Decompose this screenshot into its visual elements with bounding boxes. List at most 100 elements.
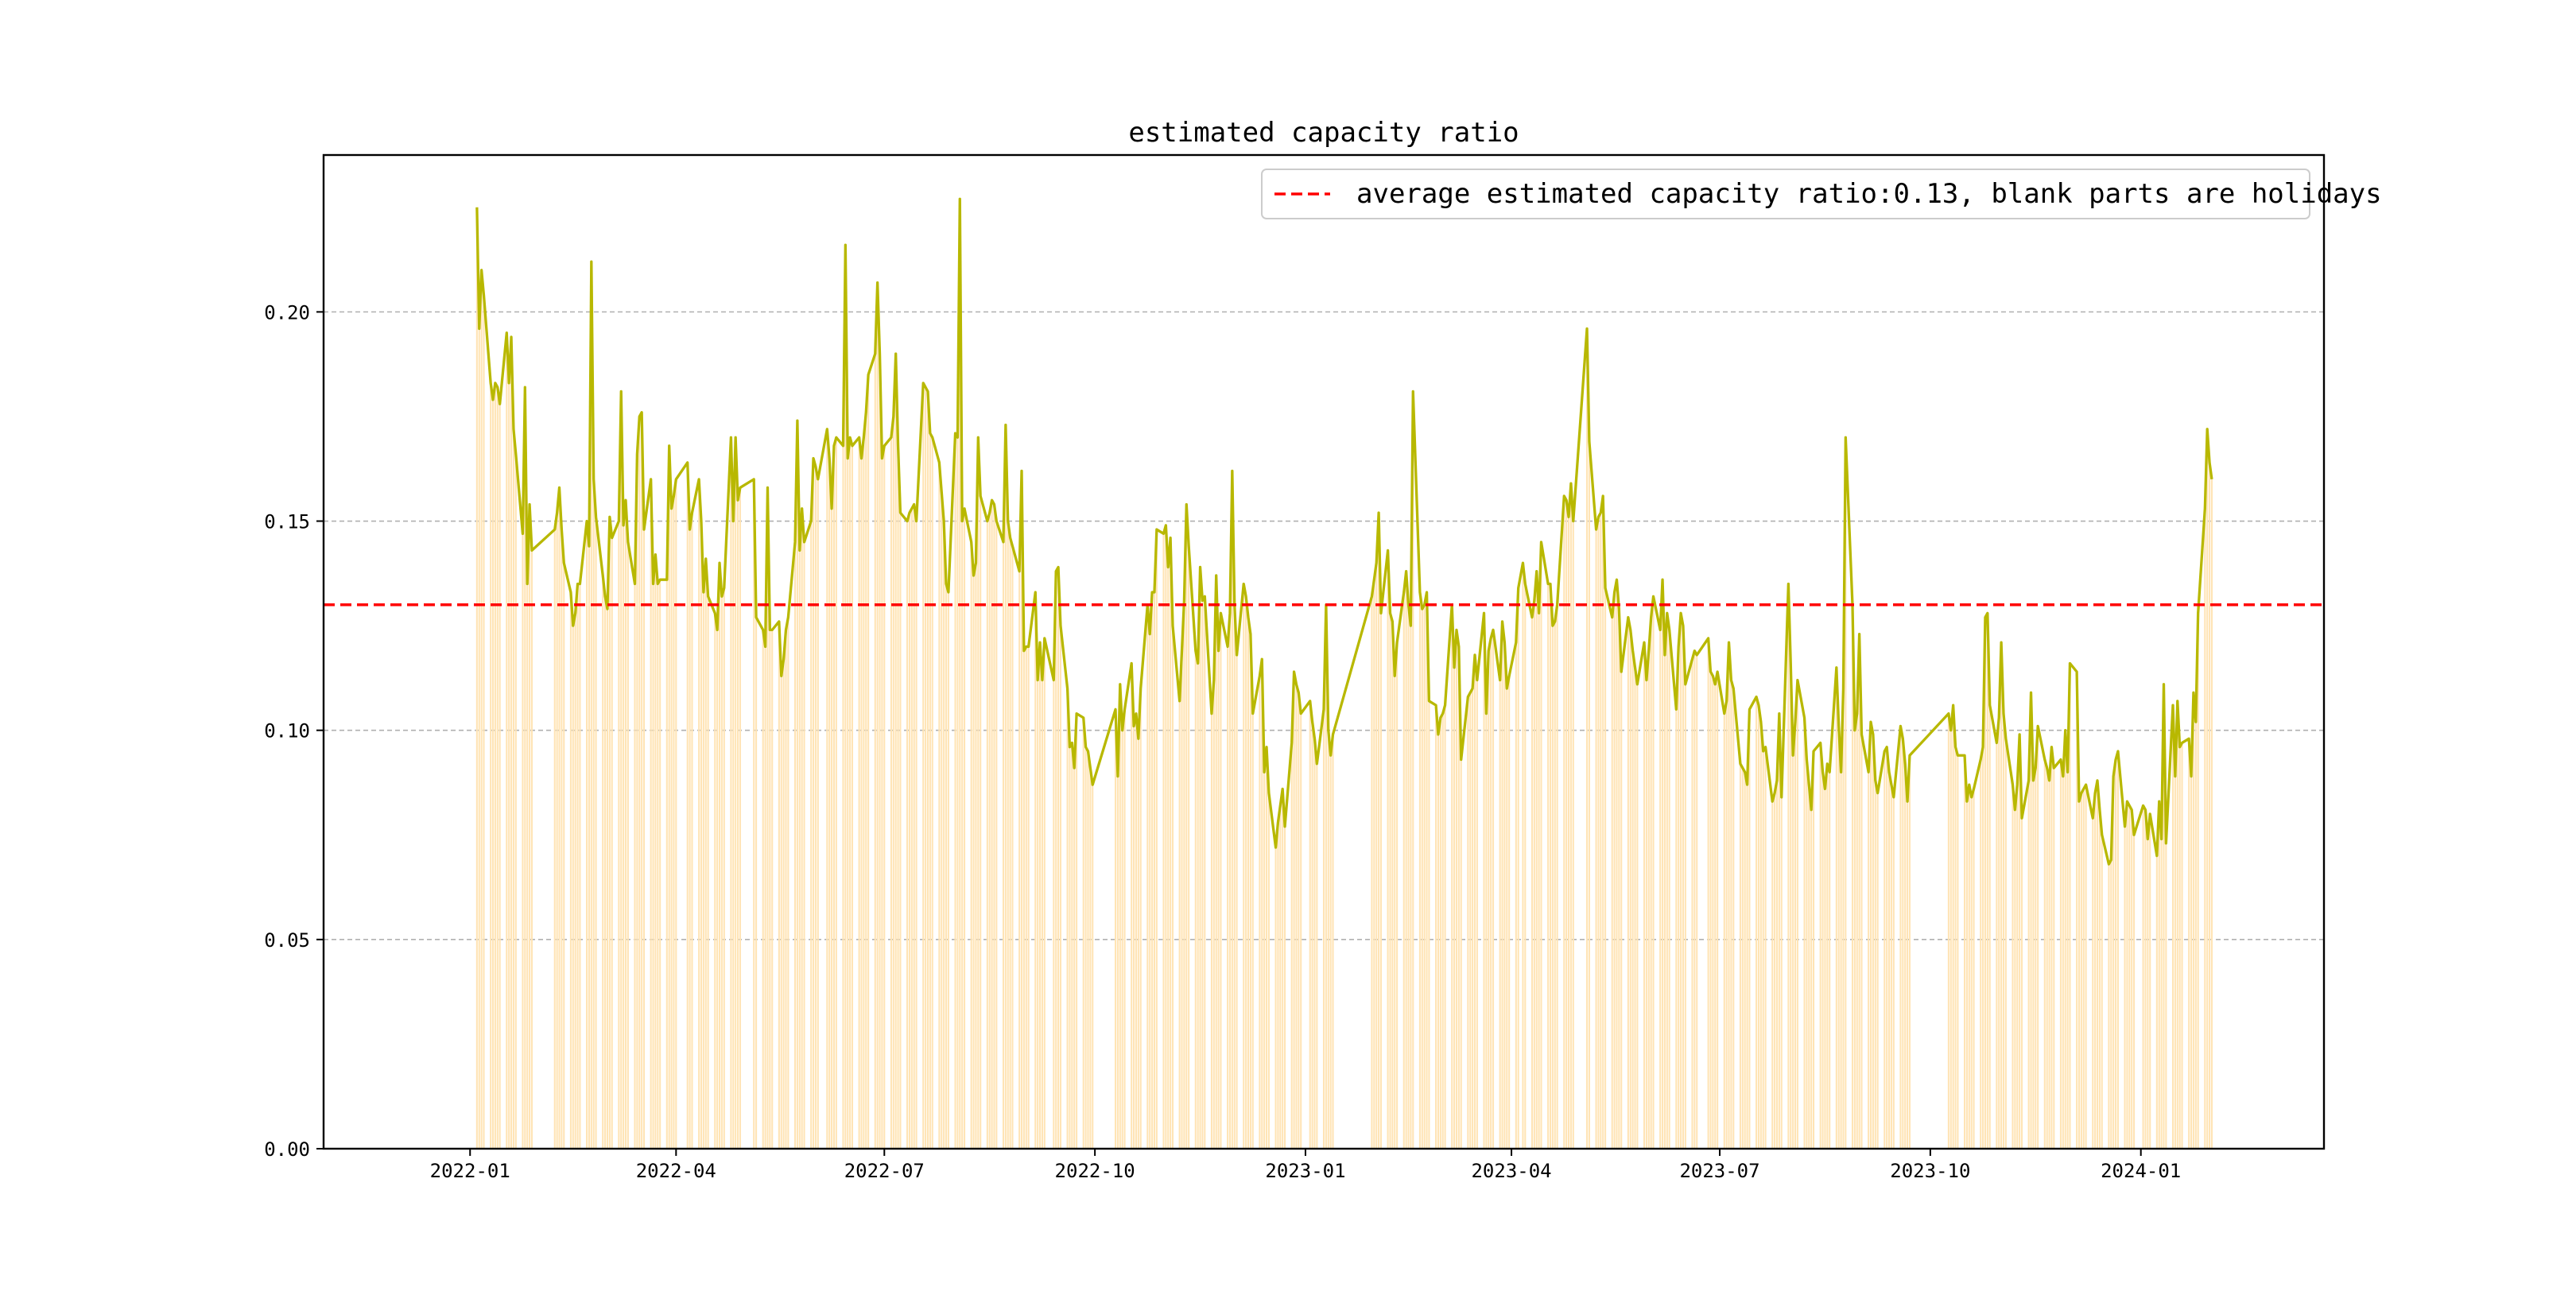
x-tick-label: 2022-07: [844, 1160, 925, 1182]
capacity-bar: [2037, 726, 2039, 1149]
capacity-bar: [1055, 571, 1057, 1149]
capacity-bar: [796, 421, 798, 1149]
legend: average estimated capacity ratio:0.13, b…: [1261, 169, 2382, 219]
capacity-bar: [1569, 483, 1572, 1149]
capacity-bar: [2204, 508, 2206, 1149]
capacity-bar: [1965, 801, 1968, 1149]
capacity-bar: [959, 199, 961, 1149]
capacity-bar: [2062, 776, 2064, 1149]
capacity-bar: [1634, 667, 1636, 1149]
capacity-bar: [863, 437, 865, 1149]
capacity-bar: [1227, 646, 1229, 1149]
capacity-bar: [1167, 567, 1170, 1149]
capacity-bar: [1869, 722, 1872, 1149]
capacity-bar: [988, 513, 991, 1149]
capacity-bar: [2035, 768, 2037, 1149]
capacity-bar: [1739, 763, 1741, 1149]
capacity-bar: [707, 596, 709, 1149]
capacity-bar: [1332, 734, 1334, 1149]
capacity-bar: [634, 583, 636, 1149]
capacity-bar: [1659, 630, 1662, 1149]
capacity-bar: [1774, 793, 1776, 1149]
capacity-bar: [954, 433, 956, 1149]
capacity-bar: [1327, 730, 1329, 1149]
y-tick-label: 0.00: [264, 1138, 310, 1161]
capacity-bar: [1860, 734, 1863, 1149]
capacity-ratio-line: [475, 197, 2213, 866]
capacity-bar: [1668, 630, 1670, 1149]
capacity-bar: [475, 207, 478, 1149]
capacity-bar: [1744, 772, 1746, 1149]
capacity-bar: [945, 583, 948, 1149]
capacity-bar: [1835, 667, 1837, 1149]
x-tick-label: 2023-04: [1471, 1160, 1551, 1182]
capacity-bar: [1412, 391, 1414, 1149]
capacity-bar: [1428, 700, 1430, 1149]
capacity-bar: [2077, 801, 2081, 1149]
capacity-bar: [1089, 768, 1092, 1149]
capacity-bar: [860, 458, 863, 1149]
capacity-bar: [1746, 785, 1748, 1149]
capacity-bar: [814, 467, 817, 1149]
capacity-bar: [1251, 713, 1254, 1149]
capacity-bar: [2066, 772, 2069, 1149]
capacity-bar: [894, 354, 897, 1149]
capacity-bar: [1375, 563, 1378, 1149]
capacity-bar: [1116, 776, 1119, 1149]
capacity-bar: [2092, 818, 2094, 1149]
capacity-bar: [1717, 672, 1719, 1149]
capacity-bar: [1467, 696, 1469, 1149]
capacity-bar: [1970, 797, 1973, 1149]
capacity-bar: [2002, 713, 2005, 1149]
capacity-bar: [1524, 583, 1527, 1149]
capacity-bar: [1675, 709, 1678, 1149]
capacity-bar: [947, 592, 949, 1149]
capacity-bar: [1748, 709, 1751, 1149]
capacity-bar: [569, 592, 572, 1149]
capacity-bar: [2030, 692, 2032, 1149]
capacity-bar: [1265, 746, 1268, 1149]
capacity-bar: [652, 583, 654, 1149]
capacity-bar: [2108, 864, 2110, 1149]
capacity-bar: [1984, 617, 1986, 1149]
capacity-bar: [1627, 617, 1629, 1149]
capacity-bar: [579, 583, 581, 1149]
y-tick-label: 0.15: [264, 511, 310, 533]
capacity-bar: [730, 437, 732, 1149]
capacity-bar: [2043, 759, 2046, 1149]
capacity-bar: [782, 659, 785, 1149]
capacity-bar: [1243, 583, 1245, 1149]
capacity-bar: [826, 428, 828, 1149]
capacity-bar: [510, 336, 513, 1149]
capacity-bar: [1551, 626, 1554, 1149]
x-tick-label: 2022-01: [430, 1160, 510, 1182]
bar-series: [475, 199, 2213, 1149]
capacity-bar: [1682, 626, 1684, 1149]
capacity-bar: [995, 521, 998, 1149]
capacity-bar: [1771, 801, 1774, 1149]
capacity-bar: [780, 676, 782, 1149]
capacity-bar: [714, 613, 716, 1149]
capacity-bar: [1282, 789, 1284, 1149]
capacity-bar: [1755, 696, 1758, 1149]
capacity-bar: [1018, 571, 1021, 1149]
capacity-bar: [2144, 809, 2147, 1149]
capacity-bar: [1119, 684, 1121, 1149]
capacity-bar: [1267, 793, 1270, 1149]
capacity-bar: [1181, 650, 1183, 1149]
capacity-bar: [1421, 609, 1423, 1149]
capacity-bar: [1684, 684, 1686, 1149]
capacity-bar: [1980, 759, 1982, 1149]
capacity-bar: [716, 630, 719, 1149]
capacity-bar: [1508, 676, 1511, 1149]
capacity-bar: [2181, 742, 2183, 1149]
capacity-bar: [1204, 596, 1206, 1149]
capacity-bar: [1228, 613, 1232, 1149]
capacity-bar: [514, 454, 517, 1149]
capacity-bar: [1856, 713, 1858, 1149]
capacity-bar: [1146, 604, 1149, 1149]
capacity-bar: [1247, 617, 1250, 1149]
capacity-bar: [2124, 826, 2126, 1149]
capacity-bar: [1851, 604, 1854, 1149]
capacity-bar: [558, 487, 561, 1149]
